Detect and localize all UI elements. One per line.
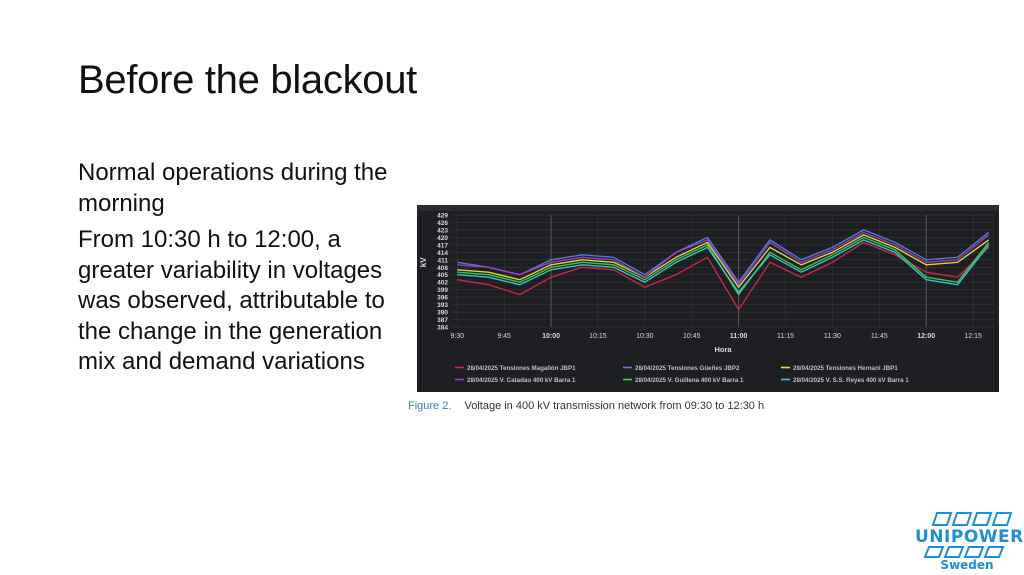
x-tick-label: 10:00 bbox=[542, 333, 560, 340]
x-tick-label: 11:00 bbox=[730, 333, 748, 340]
series-line bbox=[457, 229, 990, 283]
logo-stripes-icon bbox=[923, 512, 1013, 558]
legend-entry: 28/04/2025 V. Catadau 400 kV Barra 1 bbox=[467, 377, 576, 384]
y-tick-label: 402 bbox=[437, 280, 448, 287]
figure-label: Figure 2. bbox=[408, 400, 452, 412]
y-tick-label: 405 bbox=[437, 272, 448, 279]
unipower-logo: UNIPOWER Sweden bbox=[913, 511, 1023, 575]
series-line bbox=[457, 234, 990, 288]
y-tick-label: 423 bbox=[437, 227, 448, 234]
logo-wordmark: UNIPOWER bbox=[915, 527, 1024, 547]
y-tick-label: 399 bbox=[437, 287, 448, 294]
bullet-item: Normal operations during the morning bbox=[78, 159, 388, 217]
y-tick-label: 408 bbox=[437, 265, 448, 272]
x-tick-label: 12:15 bbox=[964, 333, 982, 340]
y-tick-label: 417 bbox=[437, 242, 448, 249]
y-tick-label: 396 bbox=[437, 295, 448, 302]
figure-caption: Figure 2. Voltage in 400 kV transmission… bbox=[408, 400, 764, 412]
y-tick-label: 420 bbox=[437, 235, 448, 242]
y-tick-label: 426 bbox=[437, 220, 448, 227]
y-tick-label: 393 bbox=[437, 302, 448, 309]
bullet-item: From 10:30 h to 12:00, a greater variabi… bbox=[78, 226, 385, 375]
x-tick-label: 10:15 bbox=[589, 333, 607, 340]
slide-title: Before the blackout bbox=[78, 58, 417, 102]
voltage-chart: 429 426 423 420 417 414 411 408 405 402 399 396 393 3… bbox=[417, 205, 999, 392]
y-tick-label: 387 bbox=[437, 317, 448, 324]
voltage-chart-svg: 4294264234204174144114084054023993963933… bbox=[417, 205, 999, 384]
series-line bbox=[457, 239, 990, 293]
legend-entry: 28/04/2025 Tensiones Hernani JBP1 bbox=[793, 365, 898, 372]
x-tick-label: 10:30 bbox=[636, 333, 654, 340]
x-tick-label: 10:45 bbox=[683, 333, 701, 340]
x-tick-label: 12:00 bbox=[917, 333, 935, 340]
x-tick-label: 11:30 bbox=[824, 333, 841, 340]
y-tick-label: 384 bbox=[437, 325, 448, 332]
x-tick-label: 9:30 bbox=[450, 333, 464, 340]
x-axis-label: Hora bbox=[714, 345, 732, 354]
bullet-list: Normal operations during the morning Fro… bbox=[78, 158, 398, 384]
y-tick-label: 390 bbox=[437, 310, 448, 317]
y-tick-label: 414 bbox=[437, 250, 448, 257]
legend-entry: 28/04/2025 V. Guillena 400 kV Barra 1 bbox=[635, 377, 744, 384]
figure-caption-text: Voltage in 400 kV transmission network f… bbox=[464, 400, 765, 412]
x-tick-label: 11:45 bbox=[871, 333, 888, 340]
legend-entry: 28/04/2025 Tensiones Güeñes JBP2 bbox=[635, 365, 740, 372]
legend-entry: 28/04/2025 V. S.S. Reyes 400 kV Barra 1 bbox=[793, 377, 909, 384]
legend-entry: 28/04/2025 Tensiones Magallón JBP1 bbox=[467, 365, 576, 372]
series-line bbox=[457, 231, 990, 286]
y-axis-label: kV bbox=[419, 257, 428, 267]
y-tick-label: 429 bbox=[437, 213, 448, 220]
y-tick-label: 411 bbox=[438, 257, 449, 264]
x-tick-label: 11:15 bbox=[777, 333, 794, 340]
x-tick-label: 9:45 bbox=[497, 333, 511, 340]
chart-toolbar bbox=[417, 205, 999, 211]
logo-subtitle: Sweden bbox=[940, 558, 994, 572]
